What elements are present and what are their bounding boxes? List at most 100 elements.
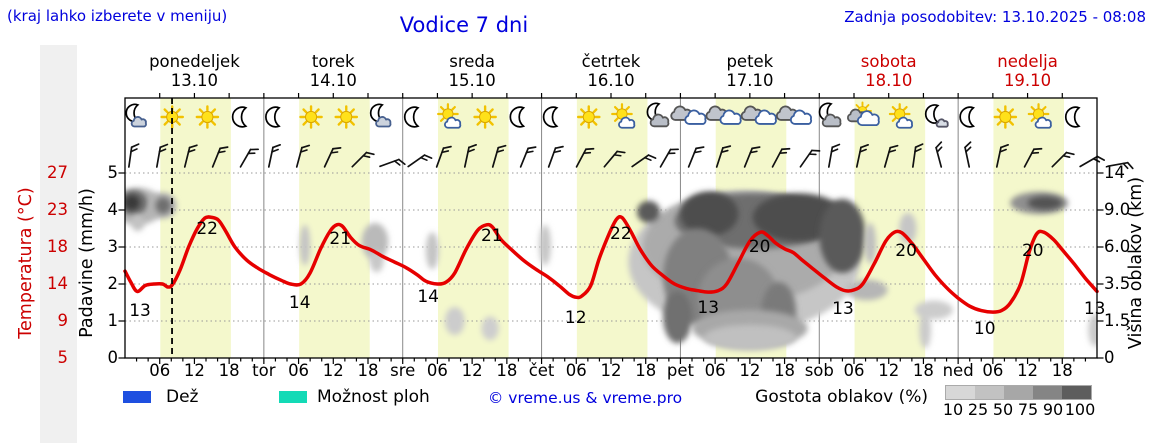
sun-icon (334, 105, 359, 129)
temp-tick: 18 (47, 237, 68, 256)
wind-barb (295, 144, 311, 168)
day-header-nedelja: nedelja 19.10 (958, 52, 1097, 90)
sun-cloud-icon (1027, 103, 1052, 129)
copyright-link[interactable]: © vreme.us & vreme.pro (487, 389, 683, 407)
wind-barb (323, 147, 342, 168)
day-header-petek: petek 17.10 (680, 52, 819, 90)
moon-cloud-small-icon (924, 104, 949, 128)
day-name: torek (311, 52, 355, 71)
wind-barb (1079, 155, 1106, 168)
day-date: 16.10 (587, 71, 635, 90)
wind-barb (435, 145, 452, 168)
gradient-segment (946, 386, 975, 399)
day-date: 15.10 (448, 71, 496, 90)
wind-barb (687, 146, 705, 168)
wind-barb (519, 146, 537, 168)
temperature-value-label: 22 (196, 219, 218, 239)
wind-barb (239, 148, 259, 168)
wind-barb (935, 141, 943, 168)
day-header-sobota: sobota 18.10 (819, 52, 958, 90)
cloud-height-tick: 9.0 (1104, 200, 1131, 219)
hour-label: 06 (149, 361, 171, 380)
temperature-value-label: 14 (289, 293, 311, 313)
hour-label: 18 (1051, 361, 1073, 380)
cloud-density-tick: 100 (1064, 400, 1096, 419)
day-header-ponedeljek: ponedeljek 13.10 (125, 52, 264, 90)
gradient-segment (1004, 386, 1033, 399)
temperature-curve (123, 215, 1099, 314)
wind-barb (855, 144, 869, 168)
day-abbrev-label: ned (942, 361, 974, 380)
precip-tick: 0 (107, 348, 119, 367)
precip-tick: 3 (107, 237, 119, 256)
temperature-value-label: 20 (895, 241, 917, 261)
cloud-density-tick: 25 (967, 400, 989, 419)
temp-tick: 9 (57, 311, 69, 330)
day-date: 17.10 (726, 71, 774, 90)
wind-barb (1051, 151, 1075, 168)
clouds-icon (775, 105, 813, 125)
wind-barb (379, 158, 406, 168)
day-name: sreda (449, 52, 495, 71)
wind-barb (183, 144, 198, 168)
moon-icon (231, 106, 248, 128)
wind-barb (1107, 161, 1134, 170)
cloud-cover-layer (125, 187, 1097, 351)
hour-label: 12 (183, 361, 205, 380)
wind-barb (211, 146, 229, 168)
cloud-sun-icon (847, 101, 880, 127)
cloud-density-legend-label: Gostota oblakov (%) (755, 387, 928, 407)
temperature-value-label: 10 (974, 319, 996, 339)
temperature-value-label: 20 (1022, 241, 1044, 261)
wind-barb (715, 145, 732, 168)
rain-legend-label: Dež (166, 387, 199, 407)
hour-label: 12 (322, 361, 344, 380)
temperature-value-label: 13 (129, 301, 151, 321)
temperature-value-label: 13 (832, 299, 854, 319)
wind-barb (883, 144, 899, 168)
sun-icon (160, 105, 184, 129)
left-margin-strip (40, 45, 77, 443)
sun-cloud-icon (437, 103, 462, 129)
sun-icon (576, 105, 601, 129)
wind-barb (995, 144, 1009, 168)
moon-gray-cloud-icon (646, 102, 670, 128)
sun-icon (993, 105, 1018, 129)
hour-label: 18 (496, 361, 518, 380)
last-update-text: Zadnja posodobitev: 13.10.2025 - 08:08 (844, 8, 1146, 26)
wind-barb (575, 147, 595, 168)
showers-legend-label: Možnost ploh (317, 387, 430, 407)
day-name: sobota (860, 52, 917, 71)
wind-barb (912, 143, 924, 168)
wind-barb (659, 148, 679, 168)
moon-icon (959, 106, 976, 128)
rain-legend-swatch (123, 391, 151, 403)
wind-barb (827, 143, 841, 168)
menu-hint-text: (kraj lahko izberete v meniju) (7, 7, 228, 25)
cloud-density-tick: 90 (1042, 400, 1064, 419)
wind-barb (407, 154, 433, 168)
day-name: petek (726, 52, 774, 71)
hour-label: 18 (635, 361, 657, 380)
precip-tick: 2 (107, 274, 119, 293)
hour-label: 06 (565, 361, 587, 380)
wind-barb (267, 144, 281, 168)
temperature-value-label: 21 (329, 229, 351, 249)
hour-label: 12 (1017, 361, 1039, 380)
wind-barb (155, 143, 169, 168)
precip-tick: 4 (107, 200, 119, 219)
sun-cloud-icon (888, 103, 913, 129)
temp-tick: 14 (47, 274, 68, 293)
clouds-icon (705, 105, 742, 125)
sun-icon (473, 105, 497, 129)
wind-barb (547, 145, 564, 168)
cloud-density-gradient (945, 385, 1092, 400)
sun-icon (195, 105, 220, 129)
day-abbrev-label: tor (252, 361, 276, 380)
wind-barb (1023, 147, 1043, 168)
hour-label: 12 (461, 361, 483, 380)
day-date: 19.10 (1003, 71, 1052, 90)
hour-label: 12 (739, 361, 761, 380)
wind-barb (491, 144, 507, 168)
